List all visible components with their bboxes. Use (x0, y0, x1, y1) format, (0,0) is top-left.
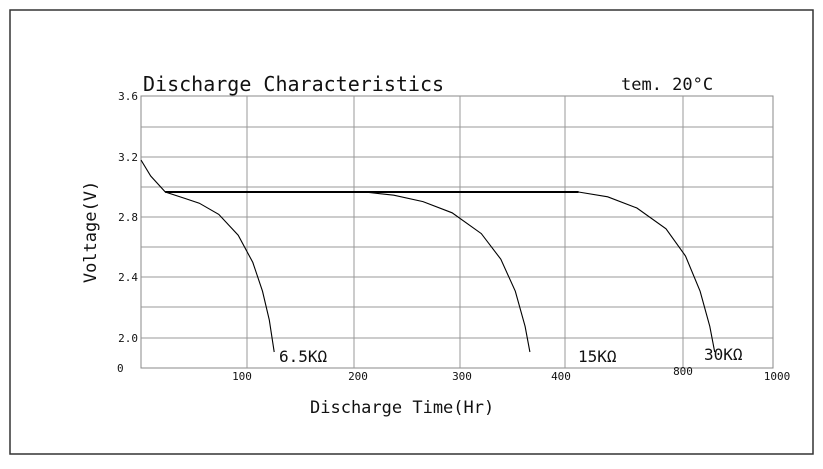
chart-title: Discharge Characteristics (143, 72, 444, 96)
x-tick-label-4: 800 (673, 365, 693, 378)
series-line-0 (140, 159, 275, 353)
temperature-annotation: tem. 20°C (621, 75, 713, 95)
y-axis-label: Voltage(V) (81, 181, 101, 283)
y-tick-label-3: 2.4 (118, 271, 138, 284)
series-line-2 (364, 191, 716, 353)
x-tick-label-3: 400 (551, 370, 571, 383)
labels-layer: 3.6 3.2 2.8 2.4 2.0 0 100 200 300 400 800 1000 6.5KΩ… (117, 90, 790, 383)
y-tick-label-4: 2.0 (118, 332, 138, 345)
x-tick-label-1: 200 (348, 370, 368, 383)
x-axis-label: Discharge Time(Hr) (310, 398, 494, 418)
series-label-1: 15KΩ (578, 347, 617, 366)
x-tick-label-0: 100 (232, 370, 252, 383)
x-tick-label-5: 1000 (764, 370, 791, 383)
y-tick-label-1: 3.2 (118, 151, 138, 164)
grid (141, 96, 773, 368)
series-layer (140, 159, 716, 353)
series-line-1 (165, 191, 531, 353)
series-label-0: 6.5KΩ (279, 347, 328, 366)
y-tick-label-0: 3.6 (118, 90, 138, 103)
x-tick-label-2: 300 (452, 370, 472, 383)
series-label-2: 30KΩ (704, 345, 743, 364)
y-tick-label-2: 2.8 (118, 211, 138, 224)
y-origin-label: 0 (117, 362, 124, 375)
